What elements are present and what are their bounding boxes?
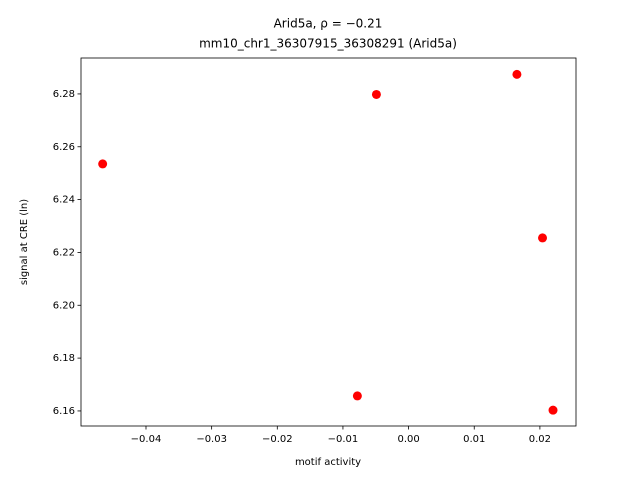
x-tick-label: −0.02	[262, 434, 293, 445]
y-tick-label: 6.28	[53, 89, 75, 100]
point	[352, 391, 362, 401]
x-axis-label: motif activity	[295, 457, 361, 468]
x-tick-label: −0.01	[328, 434, 359, 445]
point	[538, 233, 548, 243]
y-tick-label: 6.18	[53, 353, 75, 364]
point	[98, 159, 108, 169]
chart-subtitle: mm10_chr1_36307915_36308291 (Arid5a)	[199, 37, 457, 51]
x-tick-label: −0.03	[196, 434, 227, 445]
point	[512, 69, 522, 79]
y-tick-label: 6.22	[53, 247, 75, 258]
point	[548, 405, 558, 415]
x-tick-label: 0.02	[529, 434, 551, 445]
chart-title: Arid5a, ρ = −0.21	[274, 17, 383, 31]
y-tick-label: 6.26	[53, 142, 75, 153]
y-axis-label: signal at CRE (ln)	[19, 199, 30, 285]
x-tick-label: 0.01	[463, 434, 485, 445]
plot-frame	[80, 57, 577, 427]
y-tick-label: 6.16	[53, 406, 75, 417]
x-tick-label: −0.04	[131, 434, 162, 445]
y-tick-label: 6.24	[53, 195, 75, 206]
x-tick-label: 0.00	[397, 434, 419, 445]
y-tick-label: 6.20	[53, 300, 75, 311]
point	[371, 89, 381, 99]
